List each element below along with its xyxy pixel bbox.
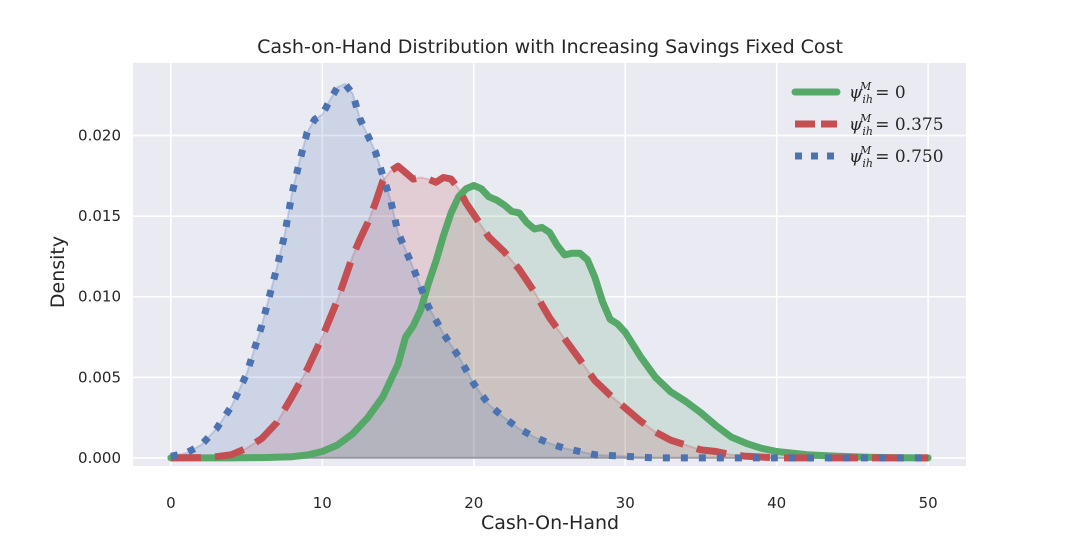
x-tick-label: 10: [313, 494, 332, 512]
y-axis-ticks: 0.000 0.005 0.010 0.015 0.020: [78, 127, 121, 467]
x-tick-label: 50: [919, 494, 938, 512]
x-axis-ticks: 0 10 20 30 40 50: [166, 494, 938, 512]
density-chart: Cash-on-Hand Distribution with Increasin…: [0, 0, 1073, 536]
y-axis-label: Density: [47, 236, 69, 308]
legend-label-1: ψihM = 0.375: [849, 112, 944, 138]
x-tick-label: 40: [767, 494, 786, 512]
legend-label-0: ψihM = 0: [849, 80, 906, 106]
x-tick-label: 30: [616, 494, 635, 512]
x-tick-label: 0: [166, 494, 176, 512]
y-tick-label: 0.000: [78, 449, 121, 467]
x-axis-label: Cash-On-Hand: [481, 512, 619, 534]
y-tick-label: 0.015: [78, 207, 121, 225]
y-tick-label: 0.010: [78, 288, 121, 306]
x-tick-label: 20: [464, 494, 483, 512]
chart-title: Cash-on-Hand Distribution with Increasin…: [257, 36, 843, 58]
y-tick-label: 0.020: [78, 127, 121, 145]
y-tick-label: 0.005: [78, 368, 121, 386]
legend-label-2: ψihM = 0.750: [849, 144, 944, 170]
